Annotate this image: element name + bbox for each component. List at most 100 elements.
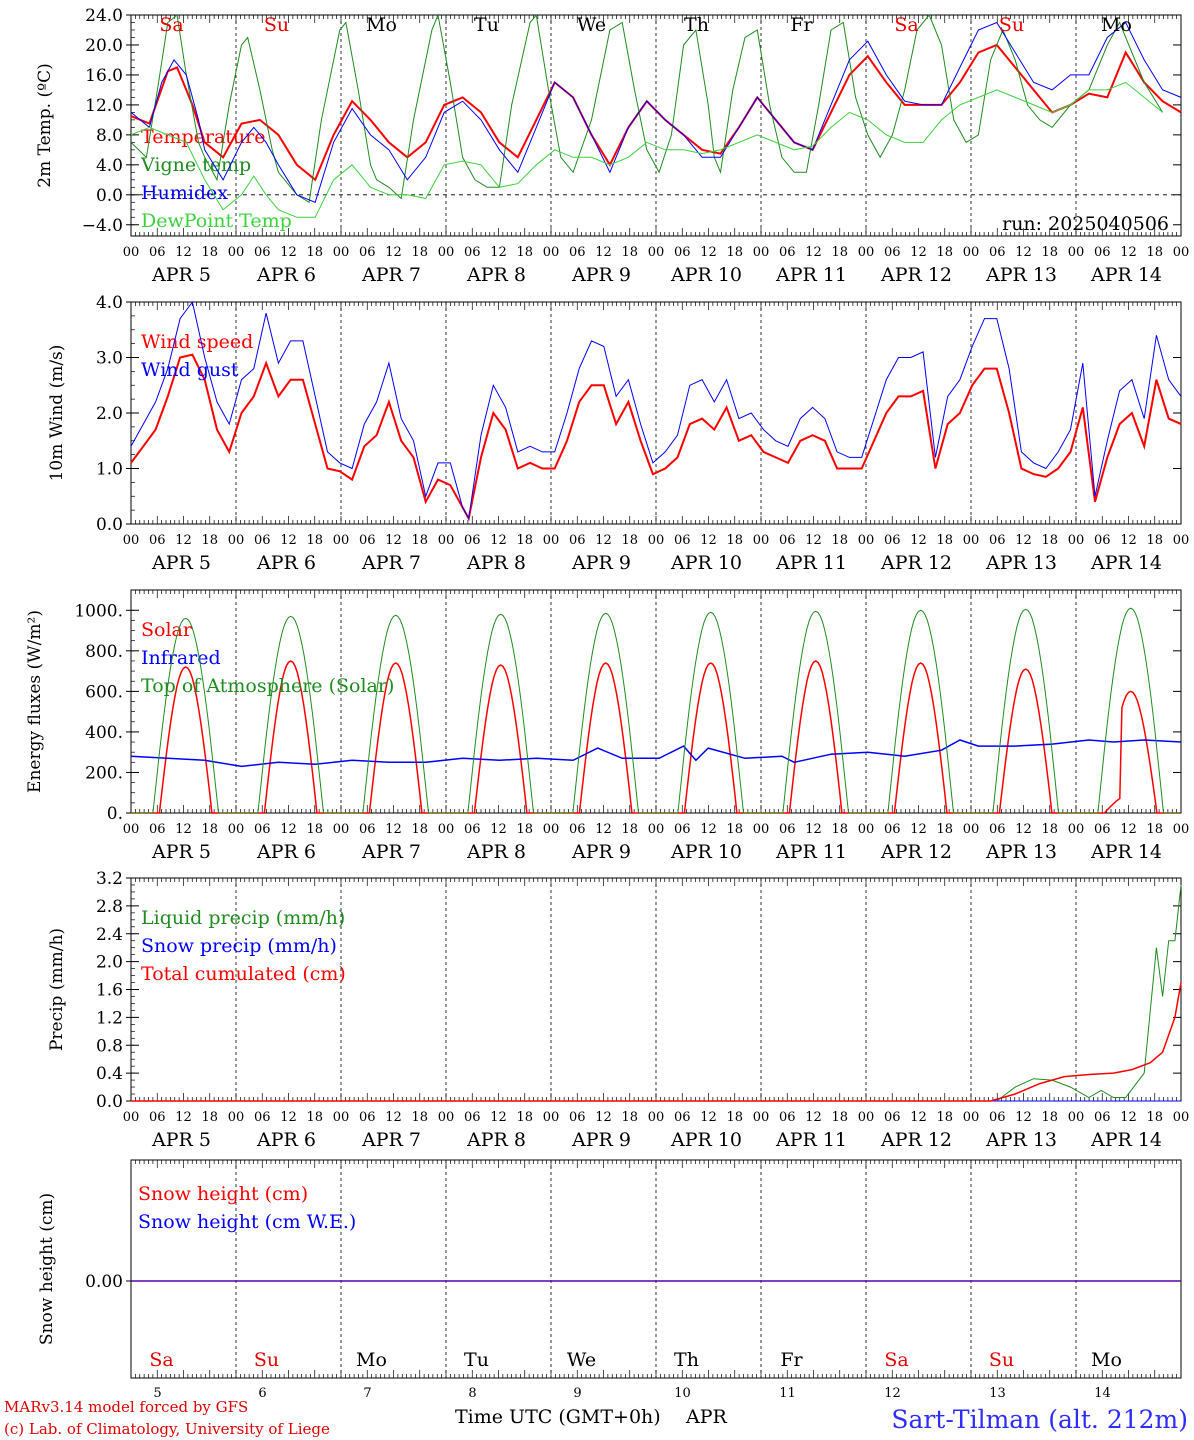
legend-entry: DewPoint Temp bbox=[141, 210, 292, 232]
hour-tick-label: 06 bbox=[989, 533, 1006, 548]
hour-tick-label: 00 bbox=[438, 1110, 455, 1125]
y-tick-label: 200. bbox=[85, 763, 123, 783]
date-label: APR 10 bbox=[670, 1129, 742, 1151]
hour-tick-label: 00 bbox=[1173, 822, 1190, 837]
y-tick-label: 4.0 bbox=[96, 156, 123, 176]
hour-tick-label: 18 bbox=[1146, 533, 1163, 548]
date-label: APR 8 bbox=[466, 841, 526, 863]
day-number: 12 bbox=[884, 1386, 901, 1401]
date-label: APR 6 bbox=[256, 841, 316, 863]
hour-tick-label: 18 bbox=[306, 1110, 323, 1125]
hour-tick-label: 06 bbox=[149, 822, 166, 837]
hour-tick-label: 12 bbox=[595, 245, 612, 260]
series-line-top-of-atmosphere-solar- bbox=[131, 607, 1179, 814]
y-tick-label: 24.0 bbox=[85, 6, 123, 26]
hour-tick-label: 06 bbox=[464, 822, 481, 837]
hour-tick-label: 12 bbox=[280, 533, 297, 548]
y-tick-label: 0.0 bbox=[96, 1092, 123, 1112]
hour-tick-label: 12 bbox=[1120, 533, 1137, 548]
hour-tick-label: 06 bbox=[1094, 533, 1111, 548]
hour-tick-label: 06 bbox=[359, 822, 376, 837]
date-label: APR 14 bbox=[1090, 552, 1162, 574]
hour-tick-label: 12 bbox=[280, 245, 297, 260]
hour-tick-label: 06 bbox=[1094, 822, 1111, 837]
hour-tick-label: 06 bbox=[674, 245, 691, 260]
hour-tick-label: 00 bbox=[123, 533, 140, 548]
date-label: APR 13 bbox=[985, 841, 1057, 863]
hour-tick-label: 00 bbox=[1173, 533, 1190, 548]
hour-tick-label: 06 bbox=[254, 245, 271, 260]
hour-tick-label: 06 bbox=[254, 822, 271, 837]
hour-tick-label: 18 bbox=[726, 822, 743, 837]
day-number: 9 bbox=[573, 1386, 581, 1401]
hour-tick-label: 06 bbox=[569, 533, 586, 548]
hour-tick-label: 00 bbox=[858, 245, 875, 260]
hour-tick-label: 00 bbox=[543, 533, 560, 548]
hour-tick-label: 06 bbox=[359, 533, 376, 548]
hour-tick-label: 12 bbox=[1015, 1110, 1032, 1125]
date-label: APR 6 bbox=[256, 552, 316, 574]
hour-tick-label: 06 bbox=[884, 1110, 901, 1125]
date-label: APR 12 bbox=[880, 552, 952, 574]
y-axis-label: Precip (mm/h) bbox=[47, 928, 67, 1051]
legend-entry: Liquid precip (mm/h) bbox=[141, 907, 345, 929]
hour-tick-label: 06 bbox=[464, 1110, 481, 1125]
y-tick-label: 3.0 bbox=[96, 349, 123, 369]
hour-tick-label: 12 bbox=[805, 822, 822, 837]
date-label: APR 14 bbox=[1090, 264, 1162, 286]
day-abbr-top: Tu bbox=[474, 14, 499, 36]
date-label: APR 5 bbox=[151, 841, 211, 863]
y-tick-label: 400. bbox=[85, 723, 123, 743]
hour-tick-label: 00 bbox=[438, 245, 455, 260]
date-label: APR 6 bbox=[256, 264, 316, 286]
date-label: APR 11 bbox=[775, 841, 847, 863]
y-tick-label: 2.4 bbox=[96, 925, 123, 945]
date-label: APR 7 bbox=[361, 1129, 421, 1151]
date-label: APR 14 bbox=[1090, 841, 1162, 863]
date-label: APR 9 bbox=[571, 552, 631, 574]
hour-tick-label: 06 bbox=[464, 533, 481, 548]
date-label: APR 10 bbox=[670, 841, 742, 863]
hour-tick-label: 18 bbox=[621, 1110, 638, 1125]
hour-tick-label: 00 bbox=[543, 1110, 560, 1125]
hour-tick-label: 18 bbox=[516, 533, 533, 548]
hour-tick-label: 18 bbox=[411, 1110, 428, 1125]
hour-tick-label: 00 bbox=[1068, 245, 1085, 260]
y-tick-label: 1.6 bbox=[96, 981, 123, 1001]
legend-entry: Humidex bbox=[141, 182, 228, 204]
hour-tick-label: 06 bbox=[674, 822, 691, 837]
hour-tick-label: 12 bbox=[700, 245, 717, 260]
day-abbr-bottom: Su bbox=[989, 1349, 1014, 1371]
hour-tick-label: 12 bbox=[1120, 245, 1137, 260]
hour-tick-label: 00 bbox=[753, 1110, 770, 1125]
panel-4: 3.2 2.8 2.4 2.0 1.6 1.2 0.8 0.4 0.0 Precip (mm/h)… bbox=[47, 869, 1189, 1151]
y-tick-label: 3.2 bbox=[96, 869, 123, 889]
date-label: APR 9 bbox=[571, 264, 631, 286]
hour-tick-label: 18 bbox=[516, 245, 533, 260]
hour-tick-label: 18 bbox=[726, 1110, 743, 1125]
hour-tick-label: 12 bbox=[595, 1110, 612, 1125]
hour-tick-label: 00 bbox=[858, 533, 875, 548]
hour-tick-label: 18 bbox=[1041, 822, 1058, 837]
hour-tick-label: 06 bbox=[779, 1110, 796, 1125]
hour-tick-label: 18 bbox=[306, 822, 323, 837]
y-tick-label: 2.0 bbox=[96, 953, 123, 973]
day-abbr-bottom: Sa bbox=[149, 1349, 173, 1371]
hour-tick-label: 12 bbox=[280, 1110, 297, 1125]
legend-entry: Wind gust bbox=[141, 359, 239, 381]
date-label: APR 13 bbox=[985, 264, 1057, 286]
hour-tick-label: 06 bbox=[989, 822, 1006, 837]
hour-tick-label: 00 bbox=[543, 245, 560, 260]
hour-tick-label: 12 bbox=[1015, 533, 1032, 548]
date-label: APR 10 bbox=[670, 264, 742, 286]
y-axis-label: 2m Temp. (ºC) bbox=[35, 63, 55, 188]
hour-tick-label: 00 bbox=[963, 1110, 980, 1125]
hour-tick-label: 18 bbox=[726, 245, 743, 260]
hour-tick-label: 12 bbox=[700, 1110, 717, 1125]
y-tick-label: 0.8 bbox=[96, 1036, 123, 1056]
y-tick-label: 1.0 bbox=[96, 460, 123, 480]
legend-entry: Wind speed bbox=[141, 331, 253, 353]
hour-tick-label: 18 bbox=[726, 533, 743, 548]
hour-tick-label: 00 bbox=[1068, 533, 1085, 548]
hour-tick-label: 00 bbox=[1173, 1110, 1190, 1125]
